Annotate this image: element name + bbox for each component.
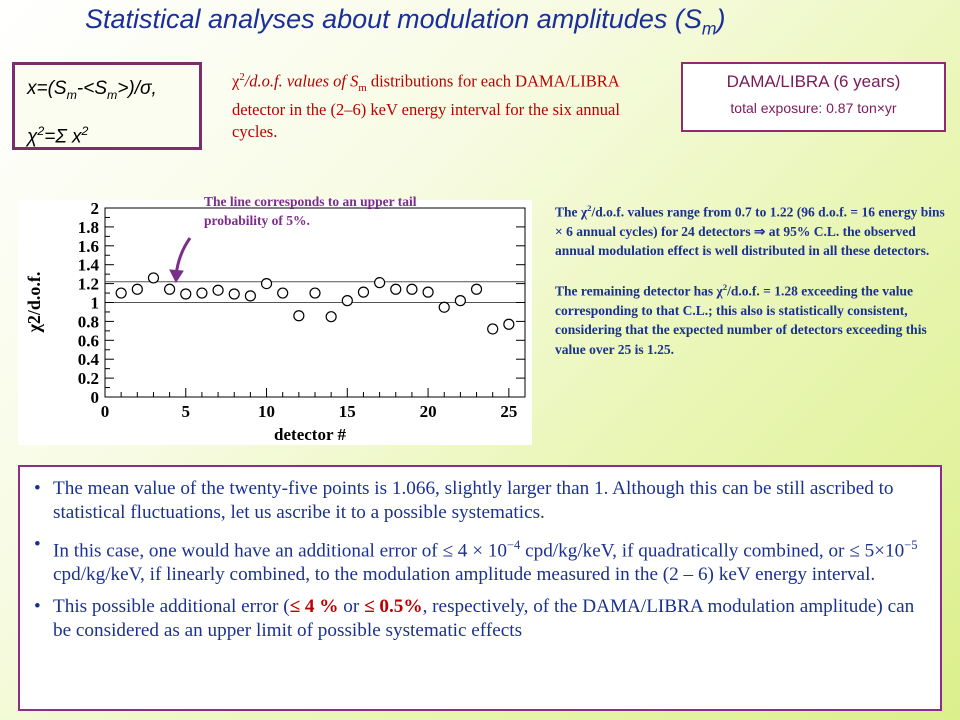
data-point [309, 287, 321, 299]
arrow-head-icon [169, 269, 184, 284]
conclusion-bullet-3: This possible additional error (≤ 4 % or… [34, 595, 920, 643]
data-point [164, 283, 176, 295]
y-tick-label: 0.2 [78, 369, 99, 388]
x-tick-label: 15 [339, 402, 356, 421]
x-tick-label: 10 [258, 402, 275, 421]
chart-annotation: The line corresponds to an upper tail pr… [204, 194, 417, 228]
y-axis-label: χ2/d.o.f. [24, 272, 44, 334]
y-tick-label: 0 [91, 388, 100, 407]
dama-libra-box: DAMA/LIBRA (6 years) total exposure: 0.8… [681, 62, 946, 132]
data-point [357, 286, 370, 298]
results-text: The χ2/d.o.f. values range from 0.7 to 1… [555, 199, 950, 359]
data-point [470, 283, 483, 295]
x-tick-label: 25 [500, 402, 517, 421]
exposure-label: total exposure: 0.87 ton×yr [730, 100, 897, 116]
conclusions-list: The mean value of the twenty-five points… [34, 477, 920, 643]
dama-libra-label: DAMA/LIBRA (6 years) [726, 72, 901, 91]
chi2-plot-svg: 00.20.40.60.811.21.41.61.820 5 10 15 20 25det… [24, 199, 526, 444]
x-tick-label: 5 [182, 402, 191, 421]
conclusions-box: The mean value of the twenty-five points… [18, 465, 942, 711]
conclusion-bullet-1: The mean value of the twenty-five points… [34, 477, 920, 525]
data-point [260, 277, 273, 290]
data-point [228, 288, 240, 300]
results-paragraph-1: The χ2/d.o.f. values range from 0.7 to 1… [555, 203, 945, 259]
data-point [454, 295, 466, 307]
data-point [277, 287, 289, 299]
x-tick-label: 0 [101, 402, 110, 421]
y-tick-label: 1 [91, 294, 100, 313]
x-axis-label: detector # [274, 425, 346, 444]
y-tick-label: 0.6 [78, 331, 99, 350]
conclusion-bullet-2: In this case, one would have an addition… [34, 533, 920, 587]
y-tick-label: 1.4 [78, 256, 100, 275]
data-point [503, 318, 515, 330]
formula-line-x: x=(Sm-<Sm>)/σ, [27, 78, 157, 102]
data-point [422, 286, 434, 298]
data-point [131, 283, 143, 295]
data-point [325, 311, 337, 323]
y-tick-label: 1.6 [78, 237, 99, 256]
data-point [293, 310, 305, 322]
y-tick-label: 0.4 [78, 350, 100, 369]
y-tick-label: 1.2 [78, 275, 99, 294]
formula-box: x=(Sm-<Sm>)/σ, χ2=Σ x2 [12, 62, 202, 150]
data-point [438, 301, 450, 313]
data-point [390, 283, 402, 295]
formula-line-chi2: χ2=Σ x2 [27, 123, 89, 148]
y-tick-label: 1.8 [78, 218, 99, 237]
y-tick-label: 2 [91, 200, 100, 218]
data-point [115, 287, 127, 299]
y-tick-label: 0.8 [78, 312, 99, 331]
data-point [487, 323, 499, 335]
data-point [341, 295, 353, 307]
data-point [180, 288, 192, 300]
results-paragraph-2: The remaining detector has χ2/d.o.f. = 1… [555, 282, 927, 357]
chart-caption: χ2/d.o.f. values of Sm distributions for… [232, 71, 620, 141]
data-point [196, 287, 208, 299]
data-point [244, 290, 256, 302]
data-point [147, 272, 160, 284]
x-tick-label: 20 [420, 402, 437, 421]
chi2-chart: 0 0.2 0.4 0.6 0.8 1 1.2 1.4 1.6 1.8 2 0 5 10 15 20 25 det… [18, 199, 532, 445]
data-point [374, 277, 386, 289]
data-point [212, 284, 224, 296]
data-point [406, 283, 418, 295]
slide-title: Statistical analyses about modulation am… [85, 4, 726, 39]
